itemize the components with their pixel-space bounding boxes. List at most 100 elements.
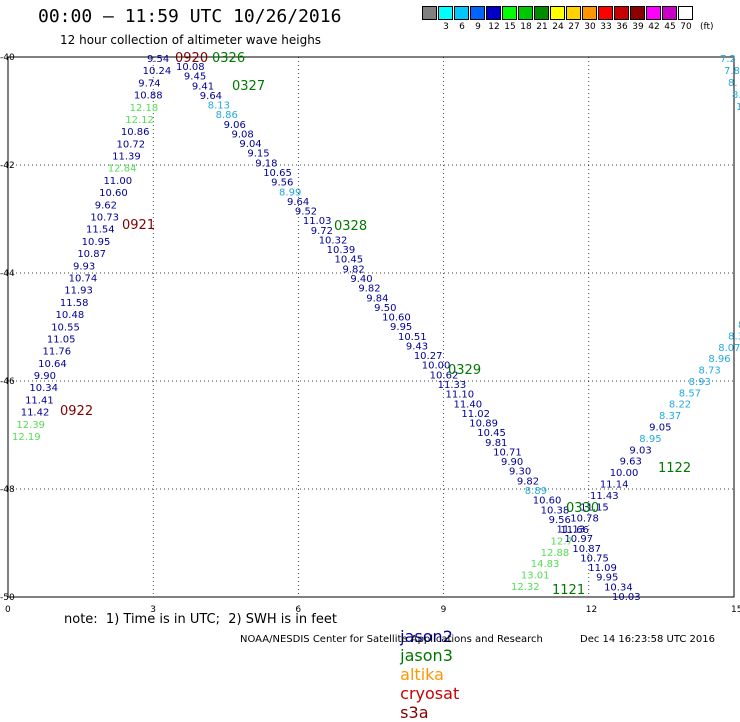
wave-height-value: 10.51 — [398, 332, 427, 343]
wave-height-value: 10.32 — [319, 235, 348, 246]
wave-height-value: 10.95 — [82, 237, 111, 248]
y-tick-label: -40 — [0, 53, 15, 63]
pass-label: 0330 — [566, 501, 599, 516]
wave-height-value: 9.56 — [271, 178, 293, 189]
wave-height-value: 9.81 — [485, 438, 507, 449]
legend-s3a: s3a — [400, 703, 429, 722]
wave-height-value: 11.41 — [25, 395, 54, 406]
wave-height-value: 10.34 — [29, 383, 58, 394]
wave-height-value: 10.48 — [56, 310, 85, 321]
wave-height-value: 11.13 — [557, 525, 586, 536]
color-scale-cell — [598, 6, 613, 20]
color-scale-label: 9 — [475, 22, 481, 32]
wave-height-value: 10.97 — [564, 534, 593, 545]
wave-height-value: 9.41 — [192, 81, 214, 92]
wave-height-value: 9.45 — [184, 72, 206, 83]
wave-height-value: 10.64 — [38, 359, 67, 370]
wave-height-value: 10.45 — [335, 255, 364, 266]
wave-height-value: 11.03 — [303, 216, 332, 227]
wave-height-value: 8.73 — [699, 366, 721, 377]
wave-height-value: 8.22 — [669, 400, 691, 411]
color-scale-label: 18 — [520, 22, 532, 32]
wave-height-value: 12.19 — [12, 432, 41, 443]
wave-height-value: 12.39 — [16, 420, 45, 431]
wave-height-value: 9.95 — [390, 322, 412, 333]
color-scale-cell — [550, 6, 565, 20]
wave-height-value: 9.62 — [95, 200, 117, 211]
wave-height-value: 9.93 — [73, 261, 95, 272]
color-scale-bar — [422, 6, 694, 20]
wave-height-value: 8.96 — [708, 354, 730, 365]
wave-height-value: 10.60 — [533, 496, 562, 507]
wave-height-value: 8.86 — [216, 110, 238, 121]
color-scale-label: 30 — [584, 22, 596, 32]
wave-height-value: 11.39 — [112, 152, 141, 163]
color-scale-unit: (ft) — [700, 22, 714, 32]
wave-height-value: 9.50 — [374, 303, 396, 314]
wave-height-value: 10.39 — [327, 245, 356, 256]
wave-height-value: 11.76 — [42, 347, 71, 358]
wave-height-value: 12.18 — [130, 103, 159, 114]
wave-height-value: 9.54 — [147, 54, 169, 65]
wave-height-value: 9.40 — [350, 274, 372, 285]
wave-height-value: 8. — [732, 90, 740, 101]
wave-height-value: 9.18 — [255, 158, 277, 169]
color-scale-cell — [630, 6, 645, 20]
wave-height-value: 9.82 — [342, 264, 364, 275]
color-scale-cell — [438, 6, 453, 20]
wave-height-value: 10.60 — [382, 313, 411, 324]
legend-jason2: jason2 — [400, 627, 453, 646]
color-scale-cell — [678, 6, 693, 20]
color-scale-cell — [582, 6, 597, 20]
wave-height-value: 11.43 — [590, 491, 619, 502]
wave-height-value: 10.00 — [422, 361, 451, 372]
wave-height-value: 9.06 — [224, 120, 246, 131]
pass-label: 0922 — [60, 404, 93, 419]
color-scale-label: 12 — [488, 22, 500, 32]
color-scale-cell — [534, 6, 549, 20]
color-scale-label: 24 — [552, 22, 564, 32]
color-scale-label: 27 — [568, 22, 580, 32]
satellite-legend: jason2 jason3 altika cryosat s3a — [390, 608, 467, 722]
wave-height-value: 10.24 — [143, 66, 172, 77]
wave-height-value: 8.95 — [639, 434, 661, 445]
color-scale-cell — [422, 6, 437, 20]
wave-height-value: 11.40 — [453, 399, 482, 410]
wave-height-value: 10.65 — [263, 168, 292, 179]
wave-height-value: 11.33 — [438, 380, 467, 391]
y-tick-label: -42 — [0, 161, 15, 171]
color-scale-cell — [502, 6, 517, 20]
wave-height-value: 8.37 — [659, 411, 681, 422]
wave-height-value: 12.88 — [541, 548, 570, 559]
wave-height-value: 11.66 — [560, 525, 589, 536]
pass-label: 0921 — [122, 218, 155, 233]
x-tick-label: 15 — [731, 605, 740, 615]
wave-height-value: 9.82 — [358, 284, 380, 295]
wave-height-value: 11.02 — [461, 409, 490, 420]
wave-height-value: 9.63 — [620, 457, 642, 468]
wave-height-value: 10.87 — [572, 544, 601, 555]
wave-height-value: 9.30 — [509, 467, 531, 478]
timestamp: Dec 14 16:23:58 UTC 2016 — [580, 634, 715, 645]
color-scale-cell — [662, 6, 677, 20]
wave-height-value: 10.45 — [477, 428, 506, 439]
wave-height-value: 8.3 — [728, 331, 740, 342]
wave-height-value: 8.93 — [689, 377, 711, 388]
color-scale-cell — [614, 6, 629, 20]
credit-line: NOAA/NESDIS Center for Satellite Applica… — [240, 634, 543, 645]
wave-height-value: 10.55 — [51, 322, 80, 333]
wave-height-value: 9.15 — [247, 149, 269, 160]
color-scale-cell — [486, 6, 501, 20]
wave-height-value: 8.07 — [718, 343, 740, 354]
wave-height-value: 11.54 — [86, 225, 115, 236]
wave-height-value: 9.52 — [295, 207, 317, 218]
wave-height-value: 10.03 — [612, 592, 641, 603]
color-scale-label: 3 — [443, 22, 449, 32]
wave-height-value: 11.05 — [47, 334, 76, 345]
pass-label: 1121 — [552, 583, 585, 598]
y-tick-label: -46 — [0, 377, 15, 387]
wave-height-value: 10.89 — [469, 419, 498, 430]
wave-height-value: 12.7 — [550, 536, 572, 547]
x-tick-label: 6 — [295, 605, 301, 615]
